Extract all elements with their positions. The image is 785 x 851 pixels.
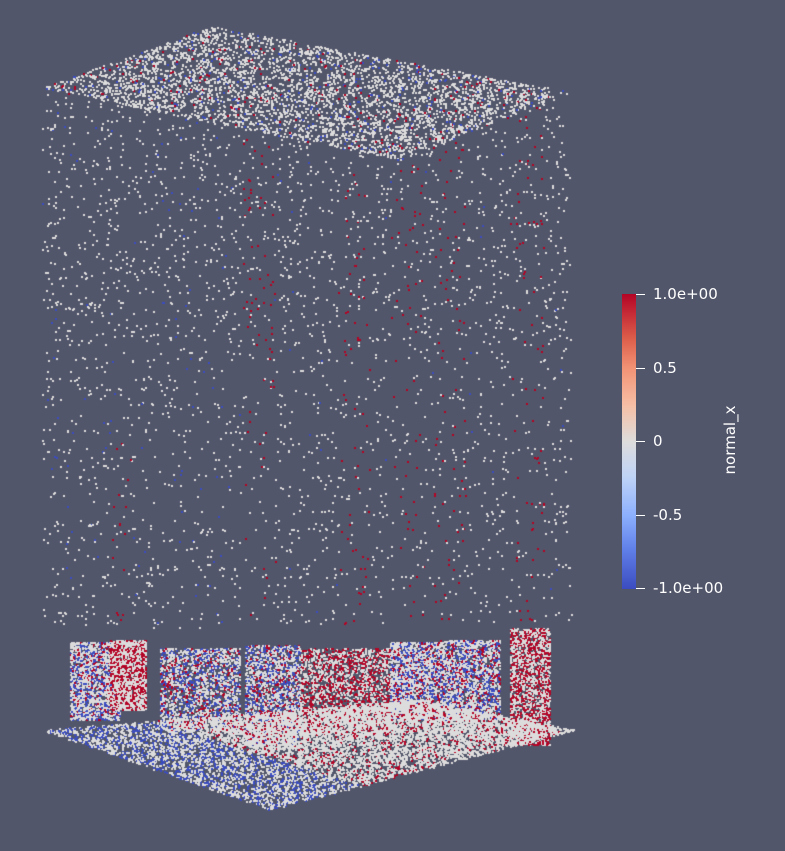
colorbar-label-neg-half: -0.5 — [653, 506, 683, 524]
colorbar-label-max: 1.0e+00 — [653, 285, 718, 303]
colorbar-title: normal_x — [721, 405, 739, 475]
colorbar-tick-neg-half — [636, 515, 645, 516]
scalar-colorbar — [622, 294, 636, 589]
colorbar-tick-half — [636, 368, 645, 369]
colorbar-label-zero: 0 — [653, 432, 663, 450]
colorbar-label-min: -1.0e+00 — [653, 579, 724, 597]
colorbar-tick-zero — [636, 441, 645, 442]
colorbar-tick-min — [636, 588, 645, 589]
colorbar-label-half: 0.5 — [653, 359, 677, 377]
colorbar-tick-max — [636, 294, 645, 295]
